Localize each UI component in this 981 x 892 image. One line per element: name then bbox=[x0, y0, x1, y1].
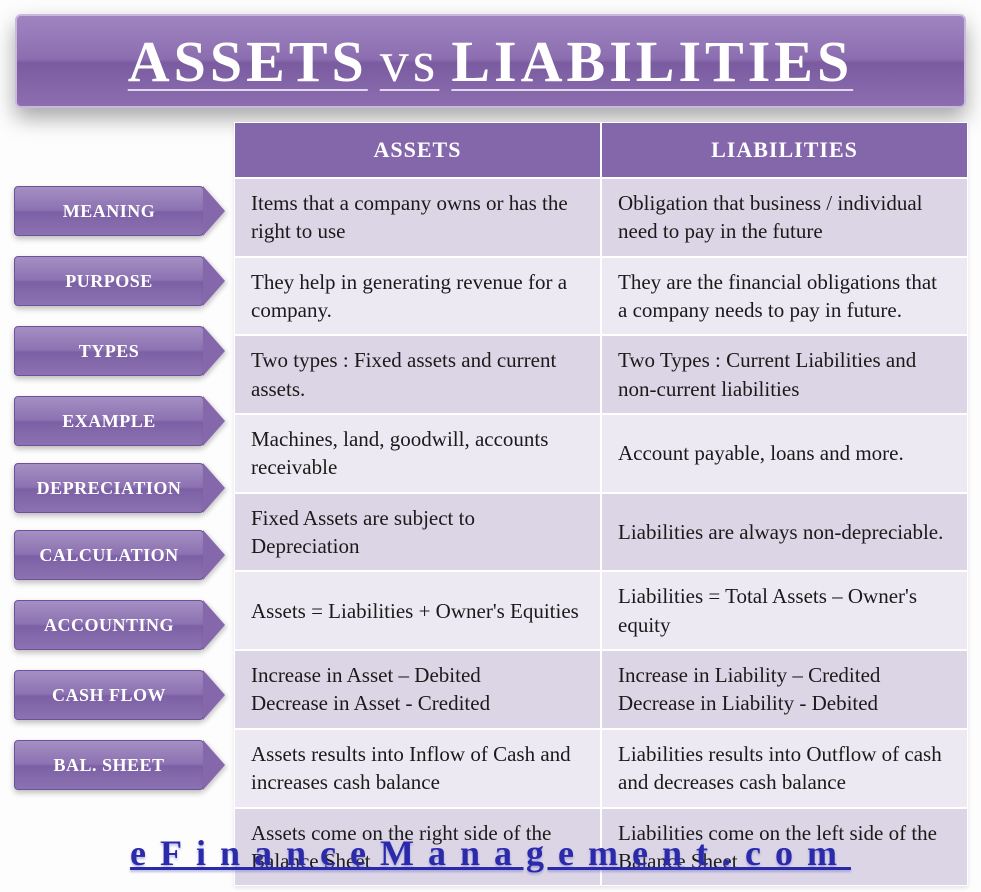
comparison-table: ASSETS LIABILITIES Items that a company … bbox=[234, 122, 968, 886]
cell-text: Machines, land, goodwill, accounts recei… bbox=[251, 425, 584, 482]
row-label-chip: MEANING bbox=[14, 186, 204, 236]
cell-text: Assets results into Inflow of Cash and i… bbox=[251, 740, 584, 797]
cell-text: They help in generating revenue for a co… bbox=[251, 268, 584, 325]
cell-text: Decrease in Liability - Debited bbox=[618, 689, 951, 717]
cell-text: Increase in Asset – Debited bbox=[251, 661, 584, 689]
table-row: Two types : Fixed assets and current ass… bbox=[235, 334, 967, 413]
cell-text: Increase in Liability – Credited bbox=[618, 661, 951, 689]
row-label-chip: TYPES bbox=[14, 326, 204, 376]
cell-liabilities: They are the financial obligations that … bbox=[602, 256, 967, 335]
cell-text: They are the financial obligations that … bbox=[618, 268, 951, 325]
table-row: They help in generating revenue for a co… bbox=[235, 256, 967, 335]
title-right: LIABILITIES bbox=[451, 28, 853, 95]
row-label-chip: PURPOSE bbox=[14, 256, 204, 306]
cell-assets: Fixed Assets are subject to Depreciation bbox=[235, 492, 602, 571]
page-title: ASSETS vs LIABILITIES bbox=[15, 14, 966, 108]
table-row: Assets = Liabilities + Owner's Equities L… bbox=[235, 570, 967, 649]
cell-text: Account payable, loans and more. bbox=[618, 439, 951, 467]
table-row: Increase in Asset – DebitedDecrease in A… bbox=[235, 649, 967, 728]
row-label-slot: DEPRECIATION bbox=[14, 456, 234, 520]
cell-assets: Two types : Fixed assets and current ass… bbox=[235, 334, 602, 413]
row-label-chip: EXAMPLE bbox=[14, 396, 204, 446]
row-label-chip: BAL. SHEET bbox=[14, 740, 204, 790]
cell-liabilities: Increase in Liability – CreditedDecrease… bbox=[602, 649, 967, 728]
cell-text: Items that a company owns or has the rig… bbox=[251, 189, 584, 246]
row-label-chip: CASH FLOW bbox=[14, 670, 204, 720]
column-header-assets: ASSETS bbox=[235, 123, 602, 177]
cell-liabilities: Obligation that business / individual ne… bbox=[602, 177, 967, 256]
cell-liabilities: Two Types : Current Liabilities and non-… bbox=[602, 334, 967, 413]
cell-assets: They help in generating revenue for a co… bbox=[235, 256, 602, 335]
cell-assets: Assets = Liabilities + Owner's Equities bbox=[235, 570, 602, 649]
cell-liabilities: Liabilities = Total Assets – Owner's equ… bbox=[602, 570, 967, 649]
row-label-slot: ACCOUNTING bbox=[14, 590, 234, 660]
column-header-liabilities: LIABILITIES bbox=[602, 123, 967, 177]
cell-assets: Assets results into Inflow of Cash and i… bbox=[235, 728, 602, 807]
table-body: Items that a company owns or has the rig… bbox=[235, 177, 967, 885]
table-row: Machines, land, goodwill, accounts recei… bbox=[235, 413, 967, 492]
row-label-slot: MEANING bbox=[14, 176, 234, 246]
row-label-chip: DEPRECIATION bbox=[14, 463, 204, 513]
cell-text: Obligation that business / individual ne… bbox=[618, 189, 951, 246]
cell-liabilities: Account payable, loans and more. bbox=[602, 413, 967, 492]
title-left: ASSETS bbox=[128, 28, 368, 95]
cell-text: Assets = Liabilities + Owner's Equities bbox=[251, 597, 584, 625]
cell-text: Fixed Assets are subject to Depreciation bbox=[251, 504, 584, 561]
row-label-slot: CALCULATION bbox=[14, 520, 234, 590]
table-header-row: ASSETS LIABILITIES bbox=[235, 123, 967, 177]
cell-liabilities: Liabilities are always non-depreciable. bbox=[602, 492, 967, 571]
row-label-chip: CALCULATION bbox=[14, 530, 204, 580]
row-label-slot: BAL. SHEET bbox=[14, 730, 234, 800]
cell-assets: Items that a company owns or has the rig… bbox=[235, 177, 602, 256]
cell-assets: Machines, land, goodwill, accounts recei… bbox=[235, 413, 602, 492]
row-label-chip: ACCOUNTING bbox=[14, 600, 204, 650]
cell-text: Two Types : Current Liabilities and non-… bbox=[618, 346, 951, 403]
cell-text: Decrease in Asset - Credited bbox=[251, 689, 584, 717]
cell-liabilities: Liabilities results into Outflow of cash… bbox=[602, 728, 967, 807]
table-row: Items that a company owns or has the rig… bbox=[235, 177, 967, 256]
cell-text: Liabilities are always non-depreciable. bbox=[618, 518, 951, 546]
row-label-slot: PURPOSE bbox=[14, 246, 234, 316]
row-label-slot: CASH FLOW bbox=[14, 660, 234, 730]
source-link[interactable]: eFinanceManagement.com bbox=[0, 832, 981, 874]
table-row: Assets results into Inflow of Cash and i… bbox=[235, 728, 967, 807]
title-vs: vs bbox=[380, 28, 440, 95]
row-label-slot: EXAMPLE bbox=[14, 386, 234, 456]
row-labels-stack: MEANING PURPOSE TYPES EXAMPLE DEPRECIATION CA… bbox=[14, 176, 234, 800]
cell-text: Liabilities results into Outflow of cash… bbox=[618, 740, 951, 797]
table-row: Fixed Assets are subject to Depreciation… bbox=[235, 492, 967, 571]
cell-text: Two types : Fixed assets and current ass… bbox=[251, 346, 584, 403]
row-label-slot: TYPES bbox=[14, 316, 234, 386]
cell-assets: Increase in Asset – DebitedDecrease in A… bbox=[235, 649, 602, 728]
cell-text: Liabilities = Total Assets – Owner's equ… bbox=[618, 582, 951, 639]
